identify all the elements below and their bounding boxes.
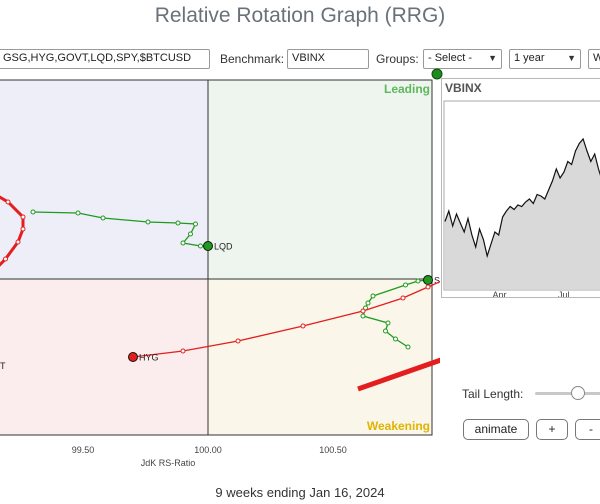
tail-point-govt — [3, 256, 8, 262]
tail-point-lqd — [198, 243, 203, 249]
tail-point-govt — [15, 239, 21, 245]
tail-point-lqd — [100, 215, 106, 221]
page-title: Relative Rotation Graph (RRG) — [154, 4, 446, 27]
benchmark-mini-chart: VBINX Apr Jul — [441, 78, 600, 298]
tail-point-hyg — [400, 295, 406, 301]
chevron-down-icon: ▼ — [488, 53, 497, 63]
mini-x-tick-label: Apr — [492, 290, 506, 298]
tail-point-spy — [370, 293, 376, 299]
chevron-down-icon: ▼ — [567, 53, 576, 63]
minus-button[interactable]: - — [575, 419, 600, 440]
groups-select[interactable]: - Select - ▼ — [423, 49, 502, 69]
tail-line-govt — [0, 195, 25, 267]
x-tick-label: 99.50 — [72, 445, 95, 455]
benchmark-label: Benchmark: — [220, 52, 285, 66]
weakening-label: Weakening — [367, 419, 430, 433]
tail-length-slider[interactable] — [571, 386, 585, 400]
tail-point-hyg — [425, 284, 431, 290]
rrg-chart: Leading Weakening LQDSPYHYGT 98.5099.009… — [0, 79, 440, 468]
mini-chart-title: VBINX — [445, 81, 482, 95]
tail-point-spy — [393, 336, 398, 342]
tail-point-hyg — [300, 323, 306, 329]
tail-point-lqd — [193, 221, 198, 227]
tail-point-govt — [20, 226, 26, 232]
tail-lqd: LQD — [30, 209, 233, 252]
tail-point-hyg — [235, 338, 241, 344]
tail-spy: SPY — [360, 275, 440, 350]
extra-select-value: W — [593, 52, 600, 64]
tail-length-label: Tail Length: — [462, 387, 524, 401]
quadrant-leading — [208, 80, 432, 279]
tail-hyg: HYG — [128, 281, 440, 363]
x-tick-label: 100.00 — [194, 445, 222, 455]
animate-button[interactable]: animate — [463, 419, 529, 440]
series-label-spy: SPY — [434, 276, 440, 286]
tail-length-track[interactable] — [535, 392, 600, 395]
mini-chart-frame — [443, 100, 600, 291]
tail-point-lqd — [75, 210, 81, 216]
period-select-value: 1 year — [514, 52, 545, 64]
tail-line-btcusd — [357, 357, 440, 392]
panel-handle[interactable] — [430, 64, 446, 80]
head-point-hyg[interactable] — [128, 352, 138, 362]
mini-chart-area — [445, 139, 600, 289]
mini-chart-line — [444, 137, 600, 259]
tail-point-spy — [365, 300, 371, 306]
groups-label: Groups: — [376, 52, 419, 66]
tail-point-spy — [403, 282, 408, 288]
period-select[interactable]: 1 year ▼ — [509, 49, 581, 69]
x-axis-label: JdK RS-Ratio — [141, 458, 196, 468]
series-label-hyg: HYG — [139, 353, 159, 363]
extra-select[interactable]: W — [588, 49, 600, 69]
mini-x-tick-label: Jul — [558, 290, 570, 298]
tail-govt: T — [0, 195, 26, 371]
tail-point-hyg — [360, 308, 366, 314]
tail-point-govt — [20, 214, 26, 220]
quadrant-improving — [0, 80, 208, 279]
series-label-lqd: LQD — [214, 242, 233, 252]
tails-layer: LQD SPY HYG T — [0, 195, 440, 392]
tail-point-spy — [360, 313, 366, 319]
tail-point-spy — [385, 320, 391, 326]
tail-point-lqd — [30, 209, 36, 215]
series-label-govt: T — [0, 361, 6, 371]
tail-point-lqd — [180, 240, 186, 246]
toolbar: GSG,HYG,GOVT,LQD,SPY,$BTCUSD Benchmark: … — [0, 48, 600, 70]
tail-point-lqd — [175, 220, 181, 226]
tail-point-spy — [383, 328, 388, 334]
groups-select-value: - Select - — [428, 52, 473, 64]
tail-line-lqd — [32, 211, 208, 247]
tail-point-lqd — [188, 231, 193, 237]
plus-button[interactable]: + — [536, 419, 568, 440]
head-point-spy[interactable] — [423, 275, 433, 285]
period-footer: 9 weeks ending Jan 16, 2024 — [215, 485, 385, 500]
benchmark-input[interactable]: VBINX — [287, 49, 369, 69]
tail-line-hyg — [132, 281, 440, 358]
tail-point-govt — [5, 199, 11, 205]
head-point-lqd[interactable] — [203, 241, 213, 251]
tail-point-spy — [405, 344, 411, 350]
mini-chart-svg: Apr Jul — [443, 100, 600, 298]
leading-label: Leading — [384, 82, 430, 96]
quadrant-lagging — [0, 279, 208, 435]
tail-btcusd — [357, 357, 440, 392]
symbols-input[interactable]: GSG,HYG,GOVT,LQD,SPY,$BTCUSD — [0, 49, 210, 69]
tail-point-lqd — [145, 219, 151, 225]
x-tick-label: 100.50 — [319, 445, 347, 455]
tail-point-spy — [415, 278, 421, 284]
quadrant-weakening — [208, 279, 432, 435]
plot-frame — [0, 79, 433, 436]
tail-point-hyg — [180, 348, 186, 354]
